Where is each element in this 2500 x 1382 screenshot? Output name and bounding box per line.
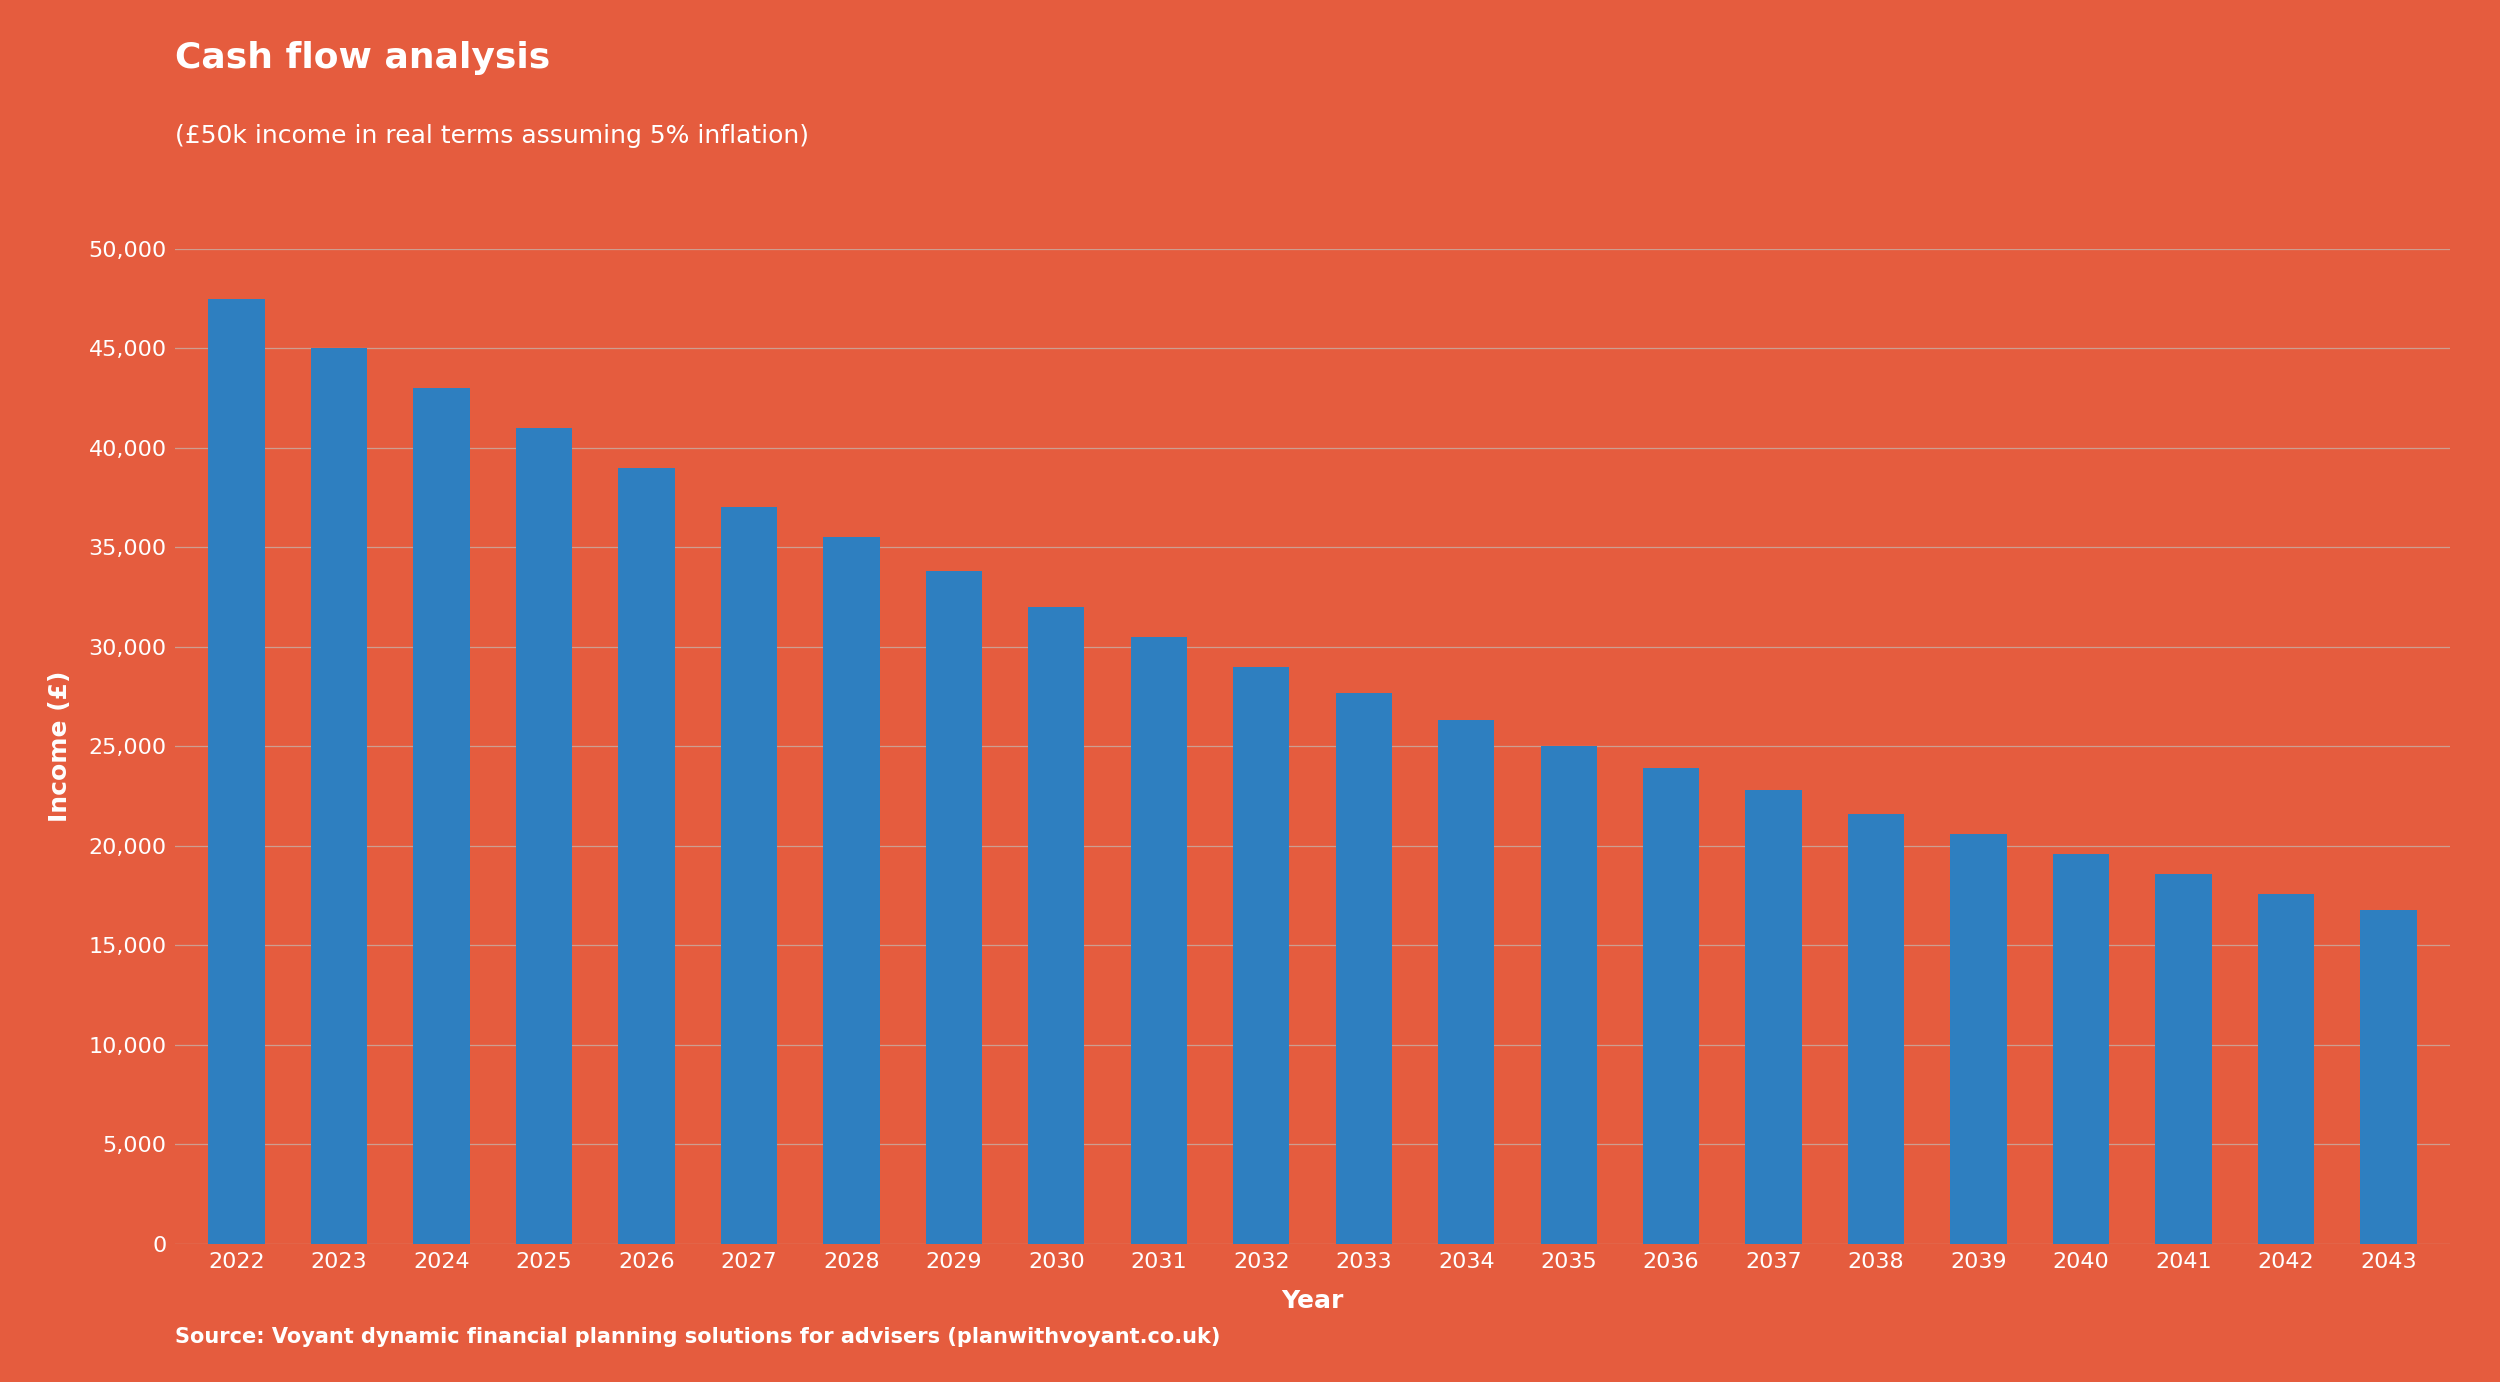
Bar <box>618 467 675 1244</box>
Text: Cash flow analysis: Cash flow analysis <box>175 41 550 76</box>
Bar <box>822 538 880 1244</box>
Bar <box>2258 894 2315 1244</box>
Bar <box>1848 814 1905 1244</box>
Bar <box>2360 911 2418 1244</box>
Bar <box>310 348 368 1244</box>
Bar <box>1335 692 1392 1244</box>
Bar <box>2155 873 2212 1244</box>
Bar <box>1438 720 1495 1244</box>
Bar <box>1745 791 1802 1244</box>
Bar <box>1950 833 2008 1244</box>
Text: (£50k income in real terms assuming 5% inflation): (£50k income in real terms assuming 5% i… <box>175 124 810 148</box>
Bar <box>925 571 982 1244</box>
X-axis label: Year: Year <box>1282 1289 1342 1313</box>
Bar <box>720 507 778 1244</box>
Bar <box>1130 637 1188 1244</box>
Bar <box>1028 607 1085 1244</box>
Text: Source: Voyant dynamic financial planning solutions for advisers (planwithvoyant: Source: Voyant dynamic financial plannin… <box>175 1328 1220 1347</box>
Bar <box>412 388 470 1244</box>
Bar <box>208 299 265 1244</box>
Bar <box>1642 768 1700 1244</box>
Bar <box>2052 854 2110 1244</box>
Bar <box>1540 746 1598 1244</box>
Bar <box>1232 666 1290 1244</box>
Y-axis label: Income (£): Income (£) <box>48 670 72 822</box>
Bar <box>515 428 572 1244</box>
